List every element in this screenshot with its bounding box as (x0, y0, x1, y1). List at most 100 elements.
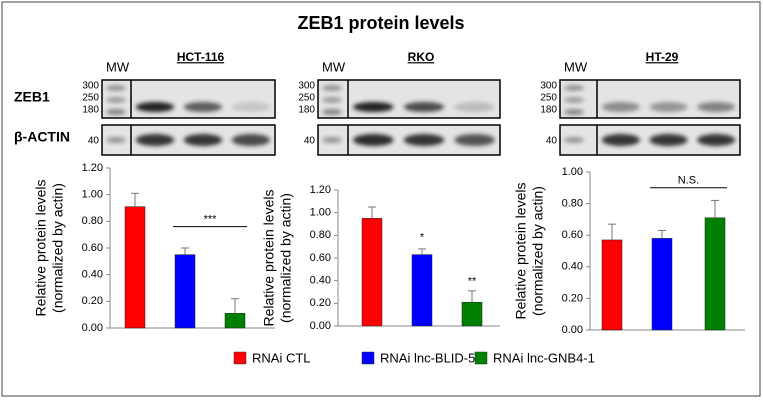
y-axis-label: Relative protein levels (261, 190, 277, 327)
blot-bg (559, 79, 741, 119)
ladder-band (322, 137, 342, 143)
blot-band (403, 134, 445, 146)
mw-marker: 40 (88, 136, 100, 147)
ladder-band (322, 97, 342, 103)
panel-title: HT-29 (646, 50, 679, 64)
bar (174, 254, 196, 329)
blot-band (649, 134, 688, 146)
y-tick-label: 0.00 (562, 324, 583, 336)
panel-title: HCT-116 (177, 50, 225, 64)
figure-title: ZEB1 protein levels (297, 13, 464, 33)
y-axis-label: (normalized by actin) (278, 193, 294, 323)
bar (224, 313, 246, 329)
ladder-band (322, 85, 342, 91)
mw-marker: 250 (540, 93, 557, 104)
row-label: β-ACTIN (14, 129, 70, 145)
legend-swatch (361, 351, 375, 365)
y-tick-label: 1.00 (82, 189, 103, 201)
y-tick-label: 0.80 (310, 229, 331, 241)
blot-band (183, 134, 223, 146)
mw-marker: 250 (82, 93, 99, 104)
mw-marker: 300 (540, 81, 557, 92)
mw-marker: 180 (82, 105, 99, 116)
ladder-band (106, 85, 126, 91)
significance-label: * (420, 231, 425, 243)
blot-band (231, 102, 271, 112)
y-tick-label: 0.80 (82, 215, 103, 227)
bar (361, 218, 383, 327)
blot-bg (101, 79, 276, 119)
y-tick-label: 0.80 (562, 198, 583, 210)
mw-marker: 40 (304, 136, 316, 147)
y-tick-label: 1.20 (310, 184, 331, 196)
blot-bg (317, 79, 501, 119)
y-tick-label: 0.60 (562, 229, 583, 241)
bar (601, 239, 623, 331)
significance-label: N.S. (678, 175, 699, 187)
blot-band (353, 134, 394, 146)
blot-band (353, 102, 394, 112)
legend-swatch (233, 351, 247, 365)
y-tick-label: 0.20 (310, 297, 331, 309)
significance-label: *** (204, 214, 218, 226)
ladder-band (322, 109, 342, 115)
y-tick-label: 1.20 (82, 162, 103, 174)
blot-band (601, 102, 640, 112)
mw-marker: 180 (540, 105, 557, 116)
y-tick-label: 0.20 (82, 295, 103, 307)
y-tick-label: 0.40 (310, 275, 331, 287)
ladder-band (564, 109, 584, 115)
y-tick-label: 1.00 (310, 207, 331, 219)
y-axis-label: Relative protein levels (513, 183, 529, 320)
blot-band (649, 102, 688, 112)
y-tick-label: 0.00 (82, 322, 103, 334)
blot-band (135, 134, 175, 146)
mw-marker: 250 (298, 93, 315, 104)
blot-band (697, 102, 736, 112)
blot-band (454, 134, 495, 146)
ladder-band (564, 85, 584, 91)
ladder-band (106, 137, 126, 143)
bar (704, 217, 726, 331)
blot-band (135, 102, 175, 112)
blot-band (231, 134, 271, 146)
mw-marker: 40 (546, 136, 558, 147)
y-tick-label: 1.00 (562, 166, 583, 178)
mw-marker: 300 (82, 81, 99, 92)
y-tick-label: 0.20 (562, 292, 583, 304)
ladder-band (106, 97, 126, 103)
mw-label: MW (564, 59, 588, 74)
y-tick-label: 0.60 (310, 252, 331, 264)
mw-label: MW (322, 59, 346, 74)
mw-marker: 300 (298, 81, 315, 92)
legend-label: RNAi CTL (252, 350, 311, 365)
legend-label: RNAi lnc-BLID-5 (380, 350, 475, 365)
y-axis-label: Relative protein levels (33, 180, 49, 317)
blot-band (403, 102, 445, 112)
blot-band (183, 102, 223, 112)
blot-band (697, 134, 736, 146)
legend-label: RNAi lnc-GNB4-1 (493, 350, 595, 365)
blot-band (454, 102, 495, 112)
panel-title: RKO (408, 50, 435, 64)
bar (651, 238, 673, 331)
blot-band (601, 134, 640, 146)
bar (411, 254, 433, 327)
mw-label: MW (106, 59, 130, 74)
y-tick-label: 0.00 (310, 320, 331, 332)
y-axis-label: (normalized by actin) (530, 186, 546, 316)
y-tick-label: 0.40 (82, 269, 103, 281)
ladder-band (106, 109, 126, 115)
bar (124, 206, 146, 329)
significance-label: ** (468, 276, 477, 288)
y-axis-label: (normalized by actin) (50, 183, 66, 313)
mw-marker: 180 (298, 105, 315, 116)
row-label: ZEB1 (14, 89, 50, 105)
bar (461, 301, 483, 327)
ladder-band (564, 137, 584, 143)
legend-swatch (474, 351, 488, 365)
y-tick-label: 0.40 (562, 261, 583, 273)
y-tick-label: 0.60 (82, 242, 103, 254)
ladder-band (564, 97, 584, 103)
